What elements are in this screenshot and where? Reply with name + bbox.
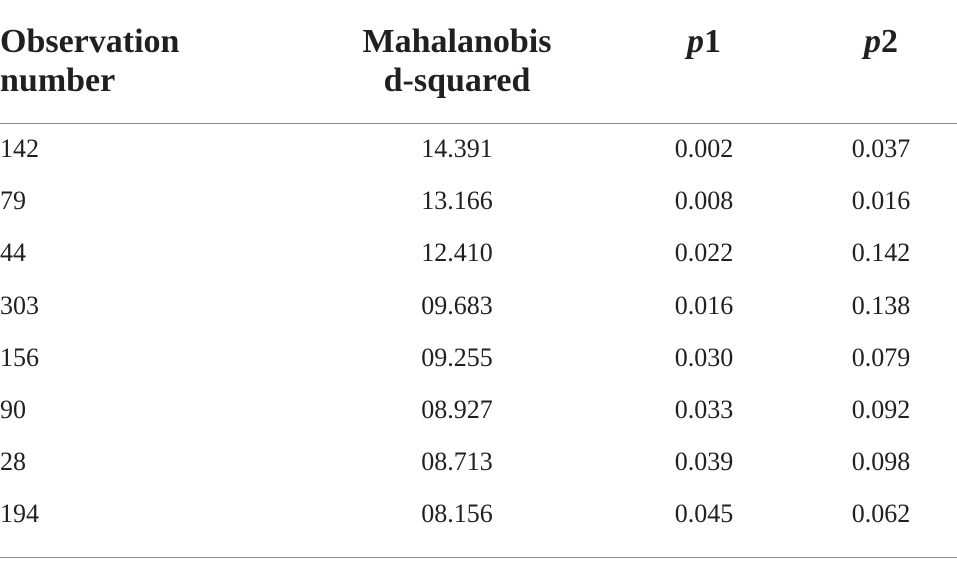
- p2-cell: 0.092: [851, 394, 911, 424]
- p2-cell: 0.098: [851, 447, 911, 477]
- table-row: 28 08.713 0.039 0.098: [0, 437, 957, 489]
- table-bottom-rule: [0, 557, 957, 558]
- p1-cell: 0.033: [674, 394, 734, 424]
- header-mahalanobis-line2: d-squared: [383, 62, 531, 99]
- header-p2-var: p: [864, 23, 881, 60]
- p1-cell: 0.008: [674, 186, 734, 216]
- observation-cell: 303: [0, 290, 39, 320]
- p2-cell: 0.138: [851, 290, 911, 320]
- mahalanobis-cell: 08.927: [421, 394, 493, 424]
- header-p2: p2: [795, 22, 957, 61]
- p2-cell: 0.016: [851, 186, 911, 216]
- table-row: 303 09.683 0.016 0.138: [0, 281, 957, 333]
- mahalanobis-cell: 08.156: [421, 499, 493, 529]
- mahalanobis-cell: 13.166: [421, 186, 493, 216]
- table-row: 79 13.166 0.008 0.016: [0, 176, 957, 228]
- table-header: Observation number Mahalanobis d-squared…: [0, 0, 957, 124]
- header-p1-sub: 1: [704, 23, 721, 60]
- header-observation-line1: Observation: [0, 23, 180, 60]
- p1-cell: 0.045: [674, 499, 734, 529]
- p2-cell: 0.079: [851, 342, 911, 372]
- mahalanobis-cell: 08.713: [421, 447, 493, 477]
- header-p1-var: p: [687, 23, 704, 60]
- p1-cell: 0.022: [674, 238, 734, 268]
- mahalanobis-cell: 09.255: [421, 342, 493, 372]
- header-mahalanobis-line1: Mahalanobis: [362, 23, 552, 60]
- observation-cell: 142: [0, 134, 39, 163]
- table-body: 142 14.391 0.002 0.037 79 13.166 0.008 0…: [0, 124, 957, 542]
- outlier-table: Observation number Mahalanobis d-squared…: [0, 0, 957, 542]
- table-row: 44 12.410 0.022 0.142: [0, 228, 957, 280]
- observation-cell: 156: [0, 342, 39, 372]
- p1-cell: 0.016: [674, 290, 734, 320]
- table-row: 142 14.391 0.002 0.037: [0, 124, 957, 176]
- observation-cell: 90: [0, 394, 26, 424]
- observation-cell: 194: [0, 499, 39, 529]
- p2-cell: 0.037: [851, 134, 911, 163]
- mahalanobis-cell: 09.683: [421, 290, 493, 320]
- observation-cell: 79: [0, 186, 26, 216]
- header-observation-number: Observation number: [0, 22, 179, 100]
- header-p2-sub: 2: [881, 23, 898, 60]
- table-row: 194 08.156 0.045 0.062: [0, 489, 957, 541]
- header-mahalanobis-d-squared: Mahalanobis d-squared: [325, 22, 589, 100]
- observation-cell: 28: [0, 447, 26, 477]
- mahalanobis-cell: 12.410: [421, 238, 493, 268]
- mahalanobis-cell: 14.391: [421, 134, 493, 163]
- p2-cell: 0.062: [851, 499, 911, 529]
- p1-cell: 0.030: [674, 342, 734, 372]
- p1-cell: 0.039: [674, 447, 734, 477]
- header-observation-line2: number: [0, 62, 116, 99]
- table-row: 156 09.255 0.030 0.079: [0, 333, 957, 385]
- p1-cell: 0.002: [674, 134, 734, 163]
- observation-cell: 44: [0, 238, 26, 268]
- table-row: 90 08.927 0.033 0.092: [0, 385, 957, 437]
- p2-cell: 0.142: [851, 238, 911, 268]
- header-p1: p1: [618, 22, 790, 61]
